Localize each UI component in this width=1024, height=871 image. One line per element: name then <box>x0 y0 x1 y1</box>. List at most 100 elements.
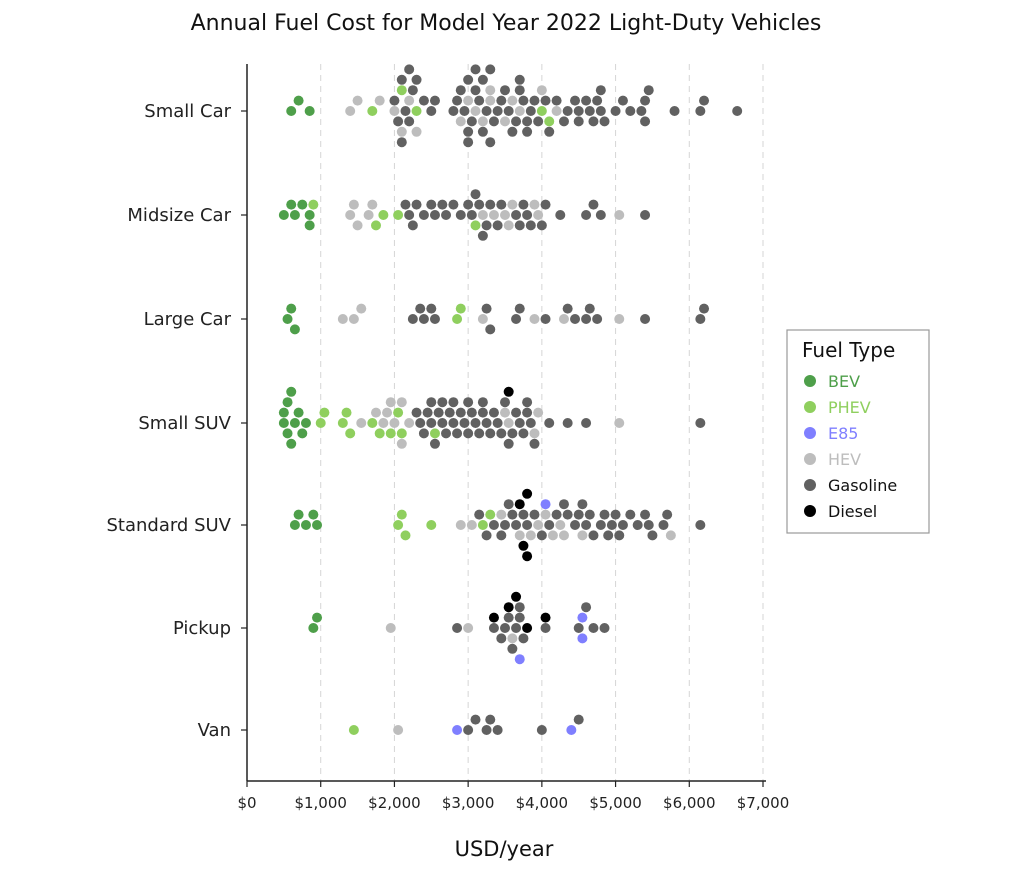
data-point-bev <box>278 407 289 418</box>
data-point-gasoline <box>595 520 606 530</box>
data-point-gasoline <box>536 530 547 541</box>
data-point-gasoline <box>610 106 621 116</box>
data-point-bev <box>278 418 289 428</box>
x-tick-label: $2,000 <box>368 794 421 812</box>
data-point-hev <box>396 126 407 137</box>
data-point-hev <box>614 210 625 220</box>
data-point-gasoline <box>581 418 592 428</box>
data-point-hev <box>525 530 536 541</box>
data-point-gasoline <box>426 199 437 210</box>
data-point-gasoline <box>485 64 496 75</box>
data-point-gasoline <box>503 499 514 510</box>
data-point-gasoline <box>511 314 522 324</box>
data-point-gasoline <box>470 85 481 96</box>
data-point-gasoline <box>418 314 429 324</box>
data-point-phev <box>426 520 437 530</box>
data-point-gasoline <box>514 418 525 428</box>
data-point-gasoline <box>404 210 415 220</box>
data-point-phev <box>371 220 381 231</box>
data-point-gasoline <box>426 106 437 116</box>
data-point-gasoline <box>452 428 463 439</box>
data-point-gasoline <box>389 95 400 106</box>
data-point-hev <box>356 418 367 428</box>
data-point-gasoline <box>474 428 485 439</box>
data-point-bev <box>278 210 289 220</box>
data-point-gasoline <box>514 602 525 613</box>
data-point-gasoline <box>481 418 492 428</box>
category-label: Midsize Car <box>127 205 231 226</box>
x-tick-label: $7,000 <box>737 794 790 812</box>
data-point-gasoline <box>507 126 518 137</box>
data-point-gasoline <box>418 428 429 439</box>
legend-marker-gasoline <box>804 479 816 491</box>
data-point-gasoline <box>481 303 492 314</box>
data-point-gasoline <box>463 428 474 439</box>
legend-label: PHEV <box>828 398 871 417</box>
data-point-hev <box>345 106 356 116</box>
data-point-gasoline <box>492 106 503 116</box>
data-point-gasoline <box>429 95 440 106</box>
data-point-gasoline <box>606 520 617 530</box>
data-point-gasoline <box>599 509 610 520</box>
data-point-gasoline <box>407 85 418 96</box>
data-point-gasoline <box>507 643 518 654</box>
data-point-gasoline <box>488 116 499 127</box>
data-point-gasoline <box>514 220 525 231</box>
data-point-gasoline <box>396 137 407 148</box>
data-point-hev <box>558 314 569 324</box>
data-point-gasoline <box>503 106 514 116</box>
data-point-bev <box>308 509 319 520</box>
data-point-phev <box>452 314 463 324</box>
data-point-gasoline <box>426 418 437 428</box>
data-point-hev <box>551 106 562 116</box>
data-point-gasoline <box>699 95 710 106</box>
data-point-gasoline <box>507 509 518 520</box>
data-point-hev <box>411 126 422 137</box>
data-point-gasoline <box>581 210 592 220</box>
data-point-gasoline <box>570 95 581 106</box>
data-point-e85 <box>514 654 525 665</box>
data-point-gasoline <box>418 95 429 106</box>
data-point-gasoline <box>599 623 610 633</box>
data-point-e85 <box>566 725 577 735</box>
legend: Fuel Type BEV PHEV E85 HEV Gasoline Diesel <box>786 329 930 534</box>
data-point-gasoline <box>573 714 584 725</box>
data-point-gasoline <box>522 210 533 220</box>
data-point-hev <box>614 314 625 324</box>
data-point-gasoline <box>518 199 529 210</box>
data-point-hev <box>396 397 407 408</box>
data-point-gasoline <box>411 199 422 210</box>
data-point-gasoline <box>452 95 463 106</box>
data-point-gasoline <box>477 407 488 418</box>
data-point-gasoline <box>573 623 584 633</box>
data-point-gasoline <box>463 74 474 85</box>
data-point-gasoline <box>544 520 555 530</box>
legend-label: BEV <box>828 372 860 391</box>
data-point-gasoline <box>529 509 540 520</box>
legend-marker-e85 <box>804 427 816 439</box>
data-point-gasoline <box>463 137 474 148</box>
data-point-gasoline <box>540 199 551 210</box>
data-point-hev <box>477 116 488 127</box>
data-point-gasoline <box>441 210 452 220</box>
data-point-gasoline <box>429 314 440 324</box>
data-point-gasoline <box>400 106 411 116</box>
data-point-gasoline <box>496 530 507 541</box>
data-point-hev <box>547 530 558 541</box>
data-point-gasoline <box>522 116 533 127</box>
data-point-gasoline <box>470 418 481 428</box>
data-point-hev <box>507 199 518 210</box>
data-point-gasoline <box>470 189 481 200</box>
data-point-gasoline <box>481 106 492 116</box>
data-point-hev <box>345 210 356 220</box>
data-point-hev <box>533 520 544 530</box>
data-point-gasoline <box>636 106 647 116</box>
data-point-hev <box>337 314 348 324</box>
data-point-e85 <box>452 725 463 735</box>
data-point-bev <box>304 210 315 220</box>
data-point-phev <box>385 428 396 439</box>
data-point-gasoline <box>625 509 636 520</box>
data-point-bev <box>300 418 311 428</box>
data-point-gasoline <box>455 407 466 418</box>
data-point-gasoline <box>570 520 581 530</box>
